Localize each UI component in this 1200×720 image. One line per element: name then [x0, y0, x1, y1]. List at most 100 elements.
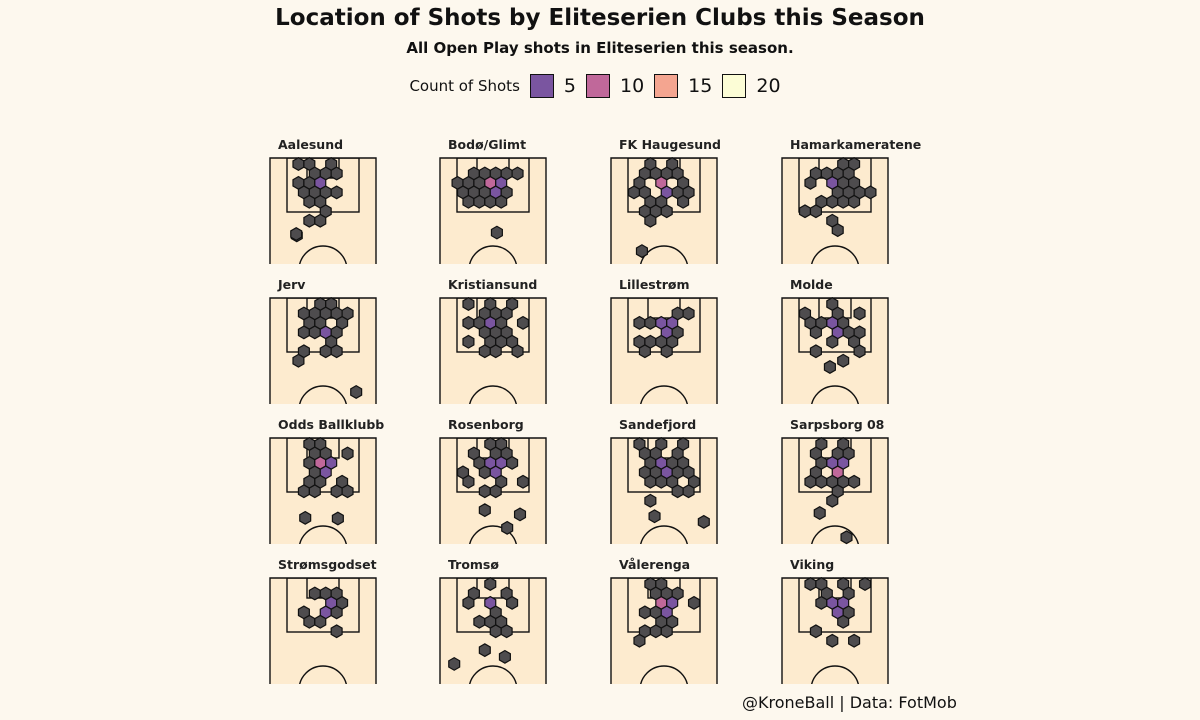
hexbins	[633, 306, 695, 359]
hexbin	[473, 614, 486, 629]
hexbin	[511, 344, 524, 359]
panel-aalesund: Aalesund	[269, 137, 377, 264]
hexbin	[506, 455, 519, 470]
panel-sandefjord: Sandefjord	[610, 417, 718, 544]
hexbin-outlier	[813, 506, 826, 521]
pitch-outline	[781, 437, 889, 544]
panel-viking: Viking	[781, 557, 889, 684]
hexbin	[804, 175, 817, 190]
panel-title: Vålerenga	[619, 557, 690, 572]
hexbin	[826, 334, 839, 349]
pitch-outline	[610, 157, 718, 264]
panel-fk-haugesund: FK Haugesund	[610, 137, 721, 264]
panel-title: Tromsø	[448, 557, 499, 572]
hexbin	[297, 325, 310, 340]
centre-circle	[469, 385, 517, 404]
hexbins	[804, 437, 861, 545]
hexbin	[506, 595, 519, 610]
hexbin	[644, 474, 657, 489]
hexbin	[462, 297, 475, 311]
hexbin-outlier	[501, 520, 514, 535]
pitch-outline	[439, 157, 547, 264]
panel-hamarkameratene: Hamarkameratene	[781, 137, 921, 264]
legend-label: 20	[756, 75, 781, 97]
hexbin	[655, 474, 668, 489]
centre-circle	[299, 525, 347, 544]
centre-circle	[811, 385, 859, 404]
hexbin	[837, 353, 850, 368]
hexbins	[448, 577, 519, 671]
hexbin	[495, 194, 508, 209]
hexbin	[478, 503, 491, 518]
hexbin	[848, 474, 861, 489]
hexbin-outlier	[498, 649, 511, 664]
hexbin	[682, 484, 695, 499]
hexbin	[687, 595, 701, 610]
hexbin	[660, 624, 673, 639]
hexbins	[451, 166, 524, 240]
hexbins	[462, 297, 530, 359]
hexbin-outlier	[823, 359, 836, 374]
hexbin	[804, 577, 817, 591]
hexbin	[462, 194, 475, 209]
hexbin	[308, 325, 321, 340]
panel-title: Strømsgodset	[278, 557, 377, 572]
hexbin	[633, 633, 646, 648]
centre-circle	[811, 525, 859, 544]
panel-title: Kristiansund	[448, 277, 537, 292]
hexbin-outlier	[513, 507, 527, 522]
penalty-box	[798, 578, 872, 633]
pitch-outline	[269, 437, 377, 544]
hexbins	[297, 586, 349, 639]
hexbin	[682, 306, 695, 321]
centre-circle	[469, 665, 517, 684]
hexbin	[804, 474, 817, 489]
hexbin	[314, 213, 327, 228]
penalty-box	[286, 438, 360, 493]
hexbin	[848, 633, 861, 648]
centre-circle	[640, 665, 688, 684]
hexbin	[671, 484, 684, 499]
legend-item-5: 5	[529, 74, 576, 98]
hexbin	[809, 624, 822, 639]
legend-swatch	[529, 74, 554, 98]
hexbin	[837, 194, 850, 209]
hexbins	[456, 437, 530, 535]
pitch-outline	[269, 157, 377, 264]
panel-rosenborg: Rosenborg	[439, 417, 547, 544]
pitch-outline	[439, 297, 547, 404]
panel-title: Molde	[790, 277, 833, 292]
centre-circle	[299, 665, 347, 684]
hexbin	[484, 194, 497, 209]
hexbin	[798, 204, 812, 219]
penalty-box	[798, 158, 872, 213]
hexbin	[858, 577, 872, 591]
hexbin-outlier	[697, 514, 710, 529]
hexbin-outlier	[350, 384, 363, 399]
hexbin	[303, 614, 316, 629]
hexbin-outlier	[290, 227, 303, 242]
hexbin	[815, 595, 828, 610]
hexbins	[627, 157, 695, 259]
hexbin	[809, 344, 822, 359]
hexbin	[478, 484, 491, 499]
hexbin	[500, 624, 513, 639]
hexbin-outlier	[840, 530, 853, 545]
hexbin	[853, 344, 866, 359]
hexbin	[837, 614, 850, 629]
pitch-outline	[610, 437, 718, 544]
hexbin	[489, 344, 502, 359]
hexbins	[633, 577, 701, 648]
hexbin	[815, 474, 828, 489]
hexbin	[292, 353, 305, 368]
panel-str-msgodset: Strømsgodset	[269, 557, 377, 684]
panel-molde: Molde	[781, 277, 889, 404]
pitch-outline	[781, 577, 889, 684]
legend-title: Count of Shots	[409, 77, 520, 95]
hexbins	[804, 577, 872, 648]
hexbin	[330, 624, 343, 639]
hexbin	[292, 157, 305, 171]
hexbins	[297, 437, 354, 526]
hexbin	[478, 344, 491, 359]
hexbin-outlier	[331, 511, 344, 526]
